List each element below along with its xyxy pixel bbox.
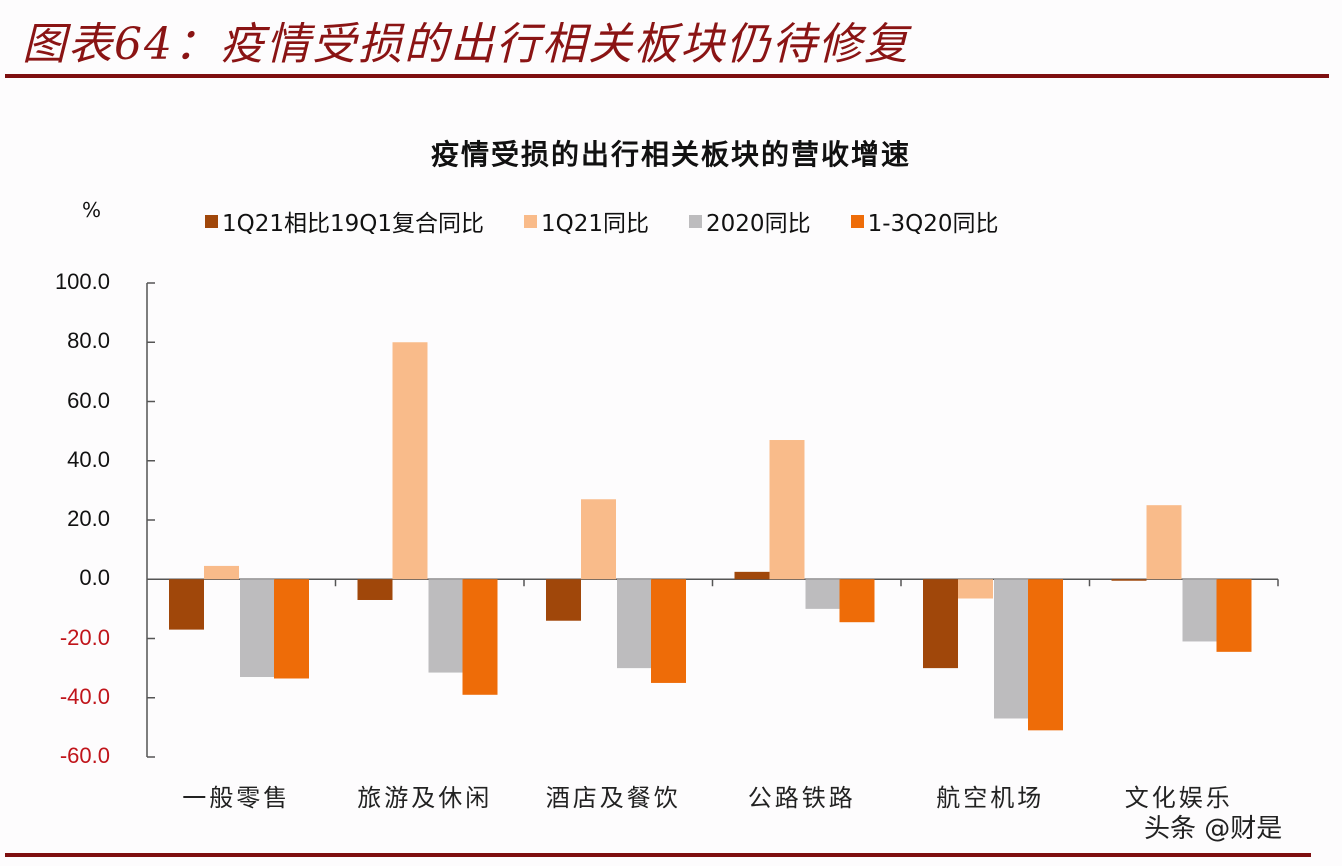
legend-swatch [850,214,864,228]
y-tick-label: 0.0 [79,565,110,591]
x-category-label: 一般零售 [182,784,291,812]
legend-label: 2020同比 [706,211,811,237]
chart-title: 疫情受损的出行相关板块的营收增速 [430,138,911,171]
legend-swatch [689,214,703,228]
legend: 1Q21相比19Q1复合同比 1Q21同比 2020同比 1-3Q20同比 [205,204,1039,238]
bar [357,579,393,600]
y-tick-label: -60.0 [59,743,110,768]
bar [1111,579,1147,581]
y-tick-label: 40.0 [67,446,110,472]
legend-swatch [205,214,218,228]
x-category-label: 酒店及餐饮 [545,784,681,812]
bar [1028,579,1063,731]
bar [581,499,616,580]
bar [240,579,275,678]
bar [651,579,686,683]
bar [839,579,875,623]
x-category-label: 旅游及休闲 [357,784,493,812]
bottom-rule [5,853,1311,857]
y-tick-label: 100.0 [54,269,110,294]
legend-item: 2020同比 [689,204,811,238]
bar [805,579,841,609]
legend-label: 1Q21同比 [541,211,650,237]
watermark: 头条 @财是 [1144,814,1283,844]
bar [428,579,464,673]
legend-label: 1Q21相比19Q1复合同比 [222,211,485,237]
y-tick-label: -40.0 [59,683,110,709]
figure-title: 图表64：疫情受损的出行相关板块仍待修复 [22,19,910,70]
bar [462,579,498,695]
y-unit-label: % [82,198,102,222]
bar [392,342,428,580]
bar [204,565,239,580]
y-tick-label: 80.0 [67,328,110,354]
bar [923,579,958,669]
bar [958,579,993,599]
bar [1146,505,1182,580]
legend-item: 1-3Q20同比 [850,204,999,238]
bar [734,571,770,580]
bar [617,579,652,669]
bar [769,440,805,580]
x-category-label: 文化娱乐 [1124,784,1233,812]
y-tick-label: 60.0 [67,387,110,413]
bar [546,579,581,621]
bar [994,579,1029,719]
legend-item: 1Q21同比 [524,204,649,238]
legend-swatch [524,214,538,228]
x-category-label: 公路铁路 [747,784,856,812]
bar [1216,579,1252,652]
y-tick-label: -20.0 [59,624,110,650]
bar [169,579,204,630]
y-tick-label: 20.0 [67,506,110,531]
title-rule [5,74,1329,78]
legend-item: 1Q21相比19Q1复合同比 [205,204,484,238]
legend-label: 1-3Q20同比 [867,211,999,237]
x-category-label: 航空机场 [936,784,1045,812]
bar [274,579,309,679]
bar [1182,579,1218,642]
